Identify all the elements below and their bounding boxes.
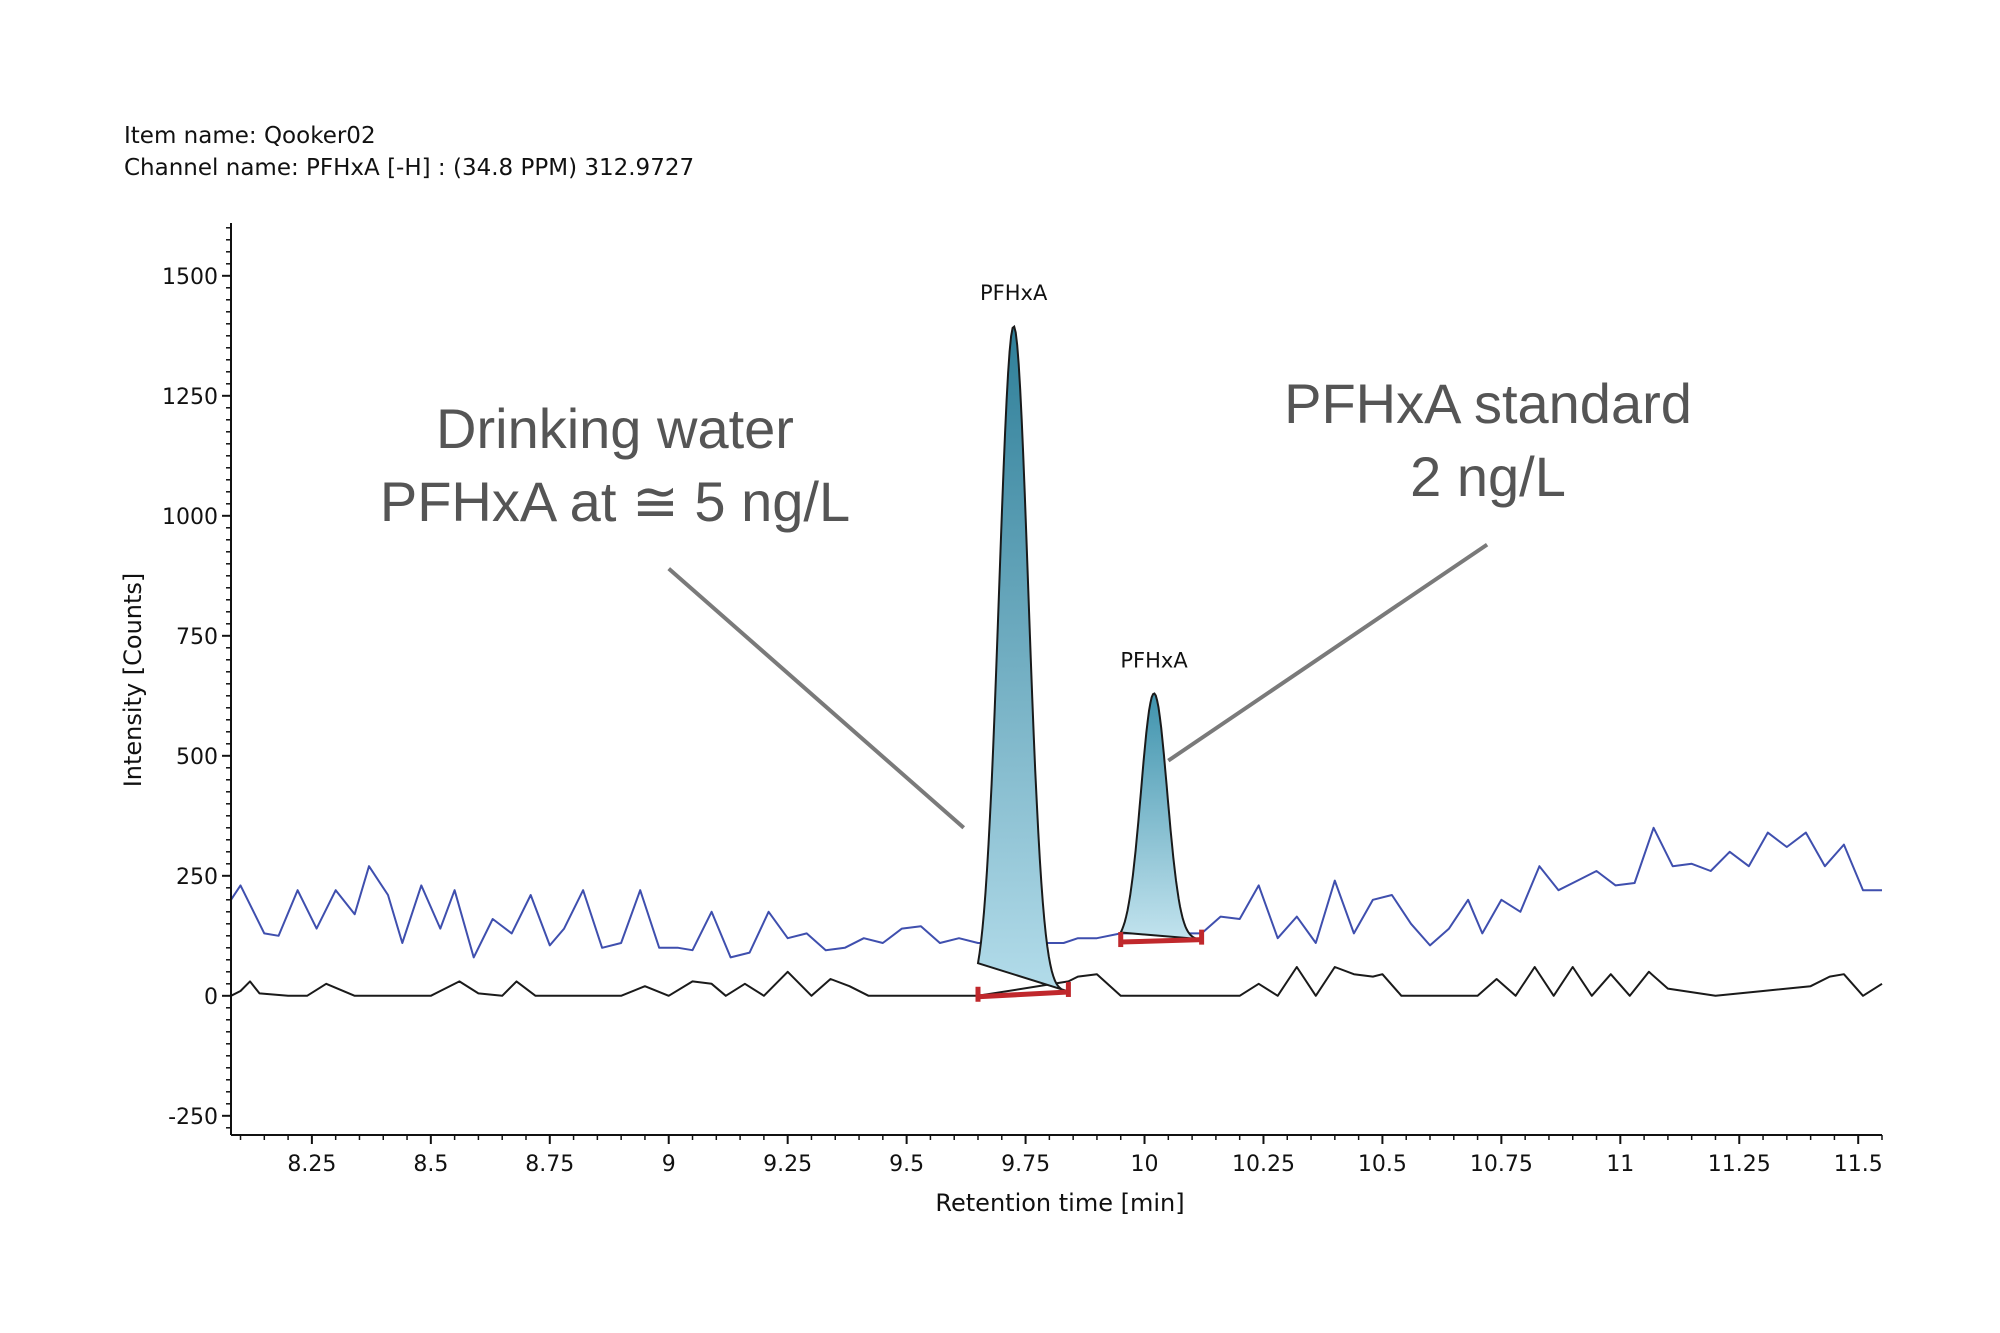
- peak-label: PFHxA: [980, 281, 1048, 305]
- x-tick-label: 11.5: [1834, 1152, 1883, 1177]
- y-tick-label: 1500: [162, 265, 218, 290]
- callout-text: PFHxA standard: [1284, 372, 1692, 435]
- y-tick-label: 0: [204, 985, 218, 1010]
- x-tick-label: 10: [1131, 1152, 1159, 1177]
- callout-text: PFHxA at ≅ 5 ng/L: [380, 470, 850, 533]
- y-tick-label: 500: [176, 745, 218, 770]
- chart-header: Item name: Qooker02 Channel name: PFHxA …: [124, 120, 694, 184]
- peak-area: [1119, 692, 1202, 941]
- callout-text: 2 ng/L: [1410, 445, 1566, 508]
- y-tick-label: -250: [168, 1105, 218, 1130]
- peak-baseline: [977, 989, 1069, 1000]
- x-tick-label: 9.75: [1001, 1152, 1050, 1177]
- y-tick-label: 1000: [162, 505, 218, 530]
- channel-name-label: Channel name: PFHxA [-H] : (34.8 PPM) 31…: [124, 155, 695, 181]
- x-tick-label: 9.5: [889, 1152, 924, 1177]
- peak-area: [976, 324, 1069, 993]
- x-tick-label: 10.75: [1470, 1152, 1533, 1177]
- x-tick-label: 10.25: [1232, 1152, 1295, 1177]
- item-name-label: Item name: Qooker02: [124, 123, 376, 149]
- x-tick-label: 11: [1606, 1152, 1634, 1177]
- y-tick-label: 1250: [162, 385, 218, 410]
- y-tick-label: 250: [176, 865, 218, 890]
- x-tick-label: 11.25: [1708, 1152, 1771, 1177]
- y-tick-label: 750: [176, 625, 218, 650]
- x-tick-label: 9: [662, 1152, 676, 1177]
- callout-pointer-line: [1167, 542, 1489, 763]
- y-axis-title: Intensity [Counts]: [119, 573, 147, 788]
- x-axis-title: Retention time [min]: [935, 1189, 1184, 1217]
- x-tick-label: 10.5: [1358, 1152, 1407, 1177]
- callout-pointer-line: [667, 567, 966, 830]
- callout-text: Drinking water: [436, 397, 794, 460]
- series-line-blue: [230, 826, 1882, 959]
- x-tick-label: 8.25: [287, 1152, 336, 1177]
- x-tick-label: 9.25: [763, 1152, 812, 1177]
- peak-baseline: [1120, 937, 1202, 945]
- x-tick-label: 8.5: [413, 1152, 448, 1177]
- x-tick-label: 8.75: [525, 1152, 574, 1177]
- peak-label: PFHxA: [1120, 648, 1188, 672]
